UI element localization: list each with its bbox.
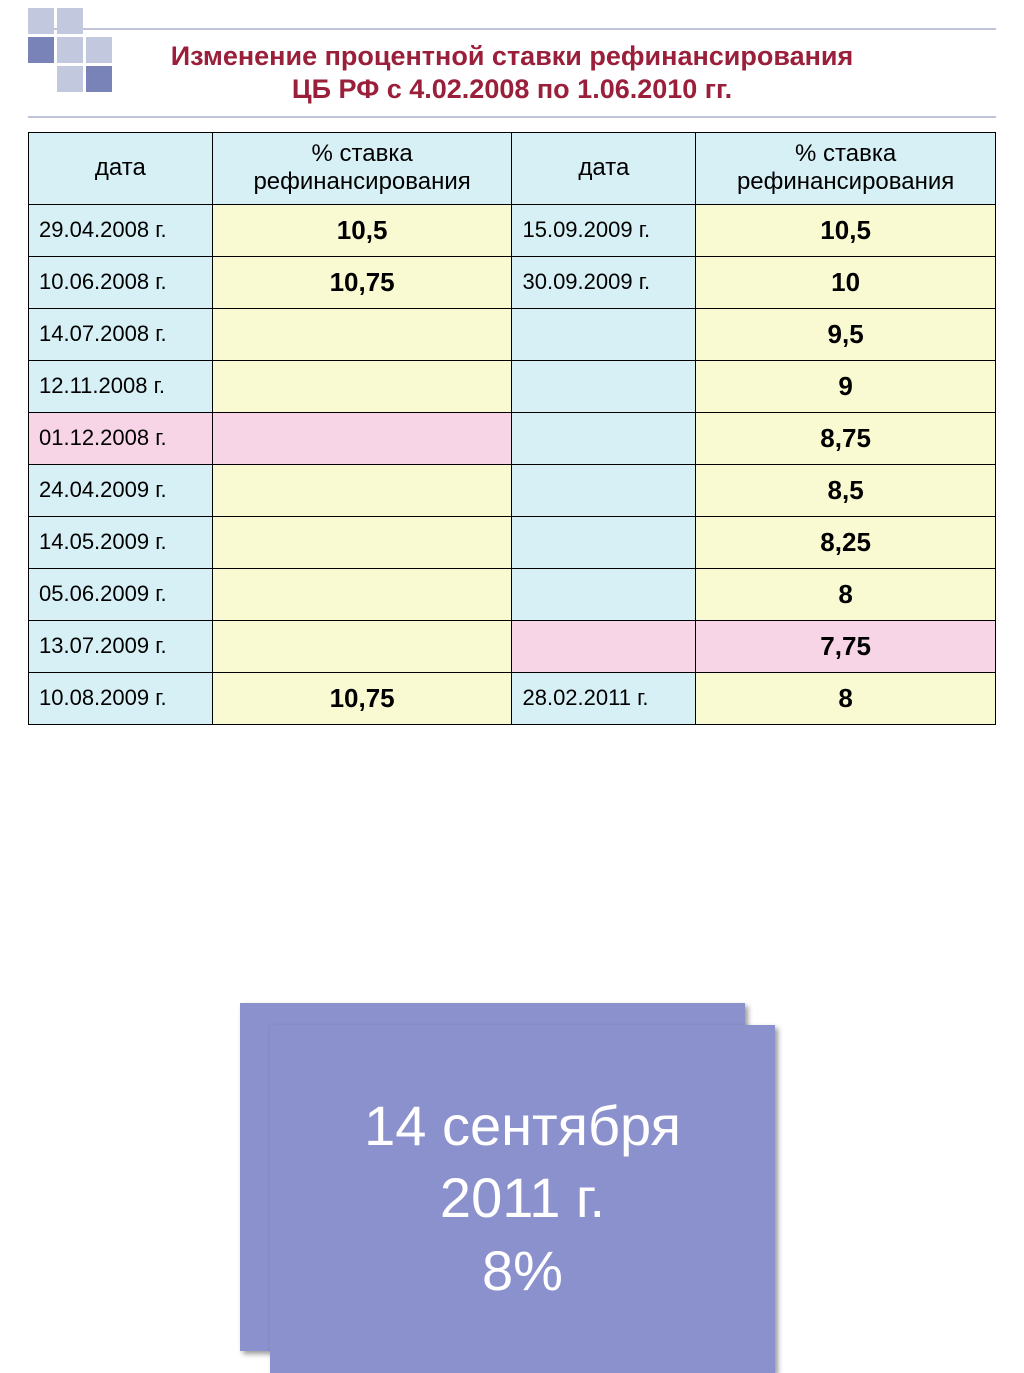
cell-date-left: 10.06.2008 г. <box>29 256 213 308</box>
cell-rate-left <box>212 568 512 620</box>
cell-rate-right: 7,75 <box>696 620 996 672</box>
cell-rate-left <box>212 360 512 412</box>
title-line-2: ЦБ РФ с 4.02.2008 по 1.06.2010 гг. <box>292 74 732 104</box>
overlay-line-3: 8% <box>482 1235 563 1308</box>
cell-rate-left <box>212 620 512 672</box>
cell-date-right <box>512 620 696 672</box>
header-row: дата % ставка рефинансирования дата % ст… <box>29 132 996 204</box>
overlay-line-2: 2011 г. <box>440 1162 605 1235</box>
cell-date-left: 13.07.2009 г. <box>29 620 213 672</box>
cell-date-right <box>512 568 696 620</box>
title-line-1: Изменение процентной ставки рефинансиров… <box>171 41 854 71</box>
cell-date-left: 01.12.2008 г. <box>29 412 213 464</box>
cell-date-right <box>512 412 696 464</box>
cell-date-left: 05.06.2009 г. <box>29 568 213 620</box>
cell-date-right: 30.09.2009 г. <box>512 256 696 308</box>
cell-date-right <box>512 360 696 412</box>
table-row: 12.11.2008 г. 9 <box>29 360 996 412</box>
cell-date-left: 24.04.2009 г. <box>29 464 213 516</box>
cell-rate-left <box>212 308 512 360</box>
cell-rate-left <box>212 464 512 516</box>
cell-date-right <box>512 516 696 568</box>
cell-date-right: 15.09.2009 г. <box>512 204 696 256</box>
table-row: 10.06.2008 г.10,7530.09.2009 г.10 <box>29 256 996 308</box>
cell-rate-left: 10,5 <box>212 204 512 256</box>
slide-title: Изменение процентной ставки рефинансиров… <box>40 40 984 106</box>
table-row: 14.07.2008 г. 9,5 <box>29 308 996 360</box>
header-rate-2: % ставка рефинансирования <box>696 132 996 204</box>
header-date-2: дата <box>512 132 696 204</box>
cell-rate-right: 8,25 <box>696 516 996 568</box>
table-row: 14.05.2009 г. 8,25 <box>29 516 996 568</box>
cell-date-left: 10.08.2009 г. <box>29 672 213 724</box>
cell-date-right <box>512 464 696 516</box>
header-rate-1: % ставка рефинансирования <box>212 132 512 204</box>
cell-rate-right: 8,75 <box>696 412 996 464</box>
header-date-1: дата <box>29 132 213 204</box>
cell-rate-right: 9,5 <box>696 308 996 360</box>
cell-rate-left: 10,75 <box>212 256 512 308</box>
cell-date-left: 14.05.2009 г. <box>29 516 213 568</box>
cell-rate-right: 8 <box>696 568 996 620</box>
cell-date-left: 12.11.2008 г. <box>29 360 213 412</box>
cell-rate-right: 8 <box>696 672 996 724</box>
overlay-line-1: 14 сентября <box>364 1090 681 1163</box>
cell-rate-right: 10 <box>696 256 996 308</box>
cell-rate-left: 10,75 <box>212 672 512 724</box>
table-body: 29.04.2008 г.10,515.09.2009 г.10,510.06.… <box>29 204 996 724</box>
cell-rate-right: 8,5 <box>696 464 996 516</box>
table-row: 13.07.2009 г. 7,75 <box>29 620 996 672</box>
table-row: 01.12.2008 г. 8,75 <box>29 412 996 464</box>
cell-rate-left <box>212 516 512 568</box>
cell-rate-right: 9 <box>696 360 996 412</box>
cell-date-right: 28.02.2011 г. <box>512 672 696 724</box>
cell-rate-left <box>212 412 512 464</box>
rate-table: дата % ставка рефинансирования дата % ст… <box>28 132 996 725</box>
cell-rate-right: 10,5 <box>696 204 996 256</box>
table-row: 24.04.2009 г. 8,5 <box>29 464 996 516</box>
title-container: Изменение процентной ставки рефинансиров… <box>28 28 996 118</box>
cell-date-left: 29.04.2008 г. <box>29 204 213 256</box>
table-row: 29.04.2008 г.10,515.09.2009 г.10,5 <box>29 204 996 256</box>
logo-squares <box>28 8 112 92</box>
table-row: 10.08.2009 г.10,7528.02.2011 г.8 <box>29 672 996 724</box>
overlay-back-panel <box>240 1003 745 1351</box>
cell-date-left: 14.07.2008 г. <box>29 308 213 360</box>
table-row: 05.06.2009 г. 8 <box>29 568 996 620</box>
overlay-front-panel: 14 сентября 2011 г. 8% <box>270 1025 775 1373</box>
cell-date-right <box>512 308 696 360</box>
